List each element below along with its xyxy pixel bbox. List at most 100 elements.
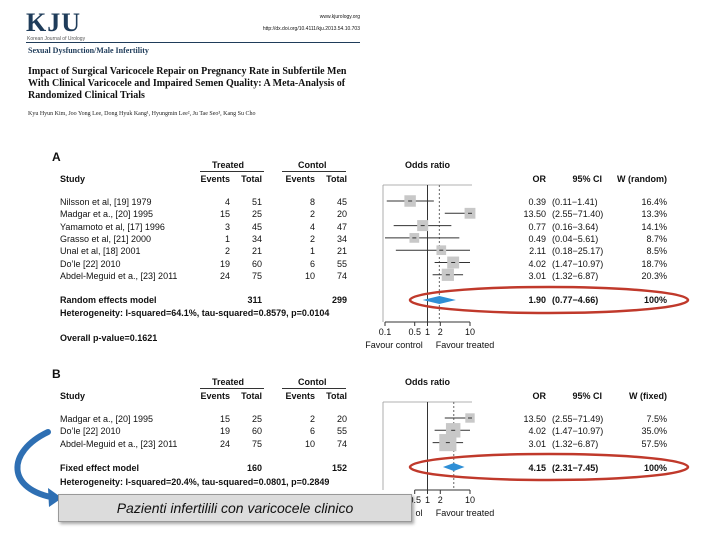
x-tick-label: 2	[438, 327, 443, 337]
study-cell-te: 1	[224, 233, 230, 244]
panel-b-letter: B	[52, 367, 61, 381]
panel-a-total-header: Total	[241, 174, 262, 184]
study-cell-ci: (1.47−10.97)	[552, 426, 604, 437]
panel-b-events-header: Events	[200, 391, 230, 401]
study-cell-ct: 20	[336, 209, 347, 220]
header-divider	[26, 42, 360, 43]
favour-treated-label: Favour treated	[436, 508, 495, 518]
study-cell-ce: 6	[309, 426, 315, 437]
panel-a-overall-p: Overall p-value=0.1621	[60, 333, 158, 343]
study-cell-w: 35.0%	[641, 426, 667, 437]
x-tick-label: 0.5	[408, 327, 421, 337]
study-cell-study: Abdel-Meguid et a., [23] 2011	[60, 270, 178, 281]
panel-b-total-header: Total	[241, 391, 262, 401]
study-cell-te: 15	[219, 209, 230, 220]
study-cell-ct: 34	[336, 233, 347, 244]
study-cell-or: 4.02	[528, 258, 546, 269]
panel-b-pooled-control-total: 152	[331, 463, 347, 473]
panel-b-events-header-2: Events	[285, 391, 315, 401]
study-cell-tt: 60	[251, 258, 262, 269]
study-cell-or: 0.39	[528, 197, 546, 207]
x-tick-label: 10	[465, 495, 475, 505]
study-cell-te: 4	[224, 197, 230, 207]
panel-a-heterogeneity: Heterogeneity: I-squared=64.1%, tau-squa…	[60, 308, 330, 318]
article-title: Impact of Surgical Varicocele Repair on …	[28, 66, 347, 101]
study-cell-study: Yamamoto et al, [17] 1996	[60, 221, 165, 232]
panel-a-pooled-or: 1.90	[528, 295, 546, 305]
study-cell-tt: 21	[251, 246, 262, 257]
study-cell-ci: (2.55−71.40)	[552, 209, 604, 220]
pooled-diamond	[442, 463, 465, 471]
panel-a-pooled-weight: 100%	[643, 295, 667, 305]
study-cell-or: 13.50	[523, 209, 546, 220]
study-cell-study: Nilsson et al, [19] 1979	[60, 197, 152, 207]
study-cell-ct: 74	[336, 270, 347, 281]
study-cell-w: 18.7%	[641, 258, 667, 269]
panel-a-w-header: W (random)	[617, 174, 667, 184]
study-cell-ct: 21	[336, 246, 347, 257]
study-cell-study: Abdel-Meguid et a., [23] 2011	[60, 438, 178, 449]
study-cell-ct: 74	[336, 438, 347, 449]
panel-b-heterogeneity: Heterogeneity: I-squared=20.4%, tau-squa…	[60, 477, 330, 487]
doi-url: http://dx.doi.org/10.4111/kju.2013.54.10…	[262, 26, 360, 32]
panel-b-pooled-or: 4.15	[528, 463, 546, 473]
study-cell-w: 57.5%	[641, 438, 667, 449]
panel-a-ci-header: 95% CI	[572, 174, 602, 184]
study-cell-w: 13.3%	[641, 209, 667, 220]
study-cell-or: 0.49	[528, 233, 546, 244]
panel-b-w-header: W (fixed)	[629, 391, 667, 401]
panel-a-pooled-control-total: 299	[331, 295, 347, 305]
arrow-head-icon	[48, 488, 62, 507]
panel-b-pooled-treated-total: 160	[246, 463, 262, 473]
study-cell-te: 15	[219, 414, 230, 424]
x-tick-label: 10	[465, 327, 475, 337]
study-cell-w: 8.5%	[646, 246, 667, 257]
panel-b-study-header: Study	[60, 391, 86, 401]
study-cell-tt: 51	[251, 197, 262, 207]
study-cell-tt: 25	[251, 414, 262, 424]
study-cell-ce: 10	[304, 270, 315, 281]
study-cell-tt: 34	[251, 233, 262, 244]
study-cell-ce: 2	[309, 233, 315, 244]
panel-b-pooled-weight: 100%	[643, 463, 667, 473]
study-cell-ct: 45	[336, 197, 347, 207]
study-cell-te: 19	[219, 426, 230, 437]
study-cell-te: 19	[219, 258, 230, 269]
caption-banner: Pazienti infertilili con varicocele clin…	[58, 494, 412, 522]
panel-a-treated-header: Treated	[212, 160, 245, 170]
study-cell-ce: 1	[309, 246, 315, 257]
panel-b-oddsratio-header: Odds ratio	[405, 377, 451, 387]
study-cell-te: 3	[224, 221, 230, 232]
study-cell-or: 2.11	[529, 246, 546, 257]
study-cell-tt: 75	[251, 270, 262, 281]
panel-a-or-header: OR	[532, 174, 547, 184]
study-cell-tt: 60	[251, 426, 262, 437]
journal-logo: KJU	[26, 8, 81, 37]
favour-control-label: ol	[415, 508, 422, 518]
study-cell-ct: 55	[336, 258, 347, 269]
panel-a-control-header: Contol	[298, 160, 327, 170]
panel-a-oddsratio-header: Odds ratio	[405, 160, 451, 170]
panel-a-events-header: Events	[200, 174, 230, 184]
pooled-diamond	[422, 296, 456, 304]
study-cell-ct: 47	[336, 221, 347, 232]
panel-a-total-header-2: Total	[326, 174, 347, 184]
curved-arrow-icon	[14, 429, 59, 501]
study-cell-w: 8.7%	[646, 233, 667, 244]
panel-b-control-header: Contol	[298, 377, 327, 387]
study-cell-ce: 2	[309, 414, 315, 424]
study-cell-study: Unal et al, [18] 2001	[60, 246, 141, 257]
study-cell-tt: 75	[251, 438, 262, 449]
panel-a-pooled-treated-total: 311	[247, 295, 262, 305]
panel-b-treated-header: Treated	[212, 377, 245, 387]
study-cell-ce: 2	[309, 209, 315, 220]
panel-a-pooled-label: Random effects model	[60, 295, 157, 305]
study-cell-or: 4.02	[528, 426, 546, 437]
study-cell-ci: (1.32−6.87)	[552, 270, 599, 281]
highlight-ellipse-b	[408, 452, 690, 482]
study-cell-or: 3.01	[528, 438, 546, 449]
panel-a-letter: A	[52, 150, 61, 164]
panel-a-treated-rule	[200, 171, 264, 172]
study-cell-ct: 20	[336, 414, 347, 424]
panel-b-pooled-ci: (2.31−7.45)	[552, 463, 599, 473]
